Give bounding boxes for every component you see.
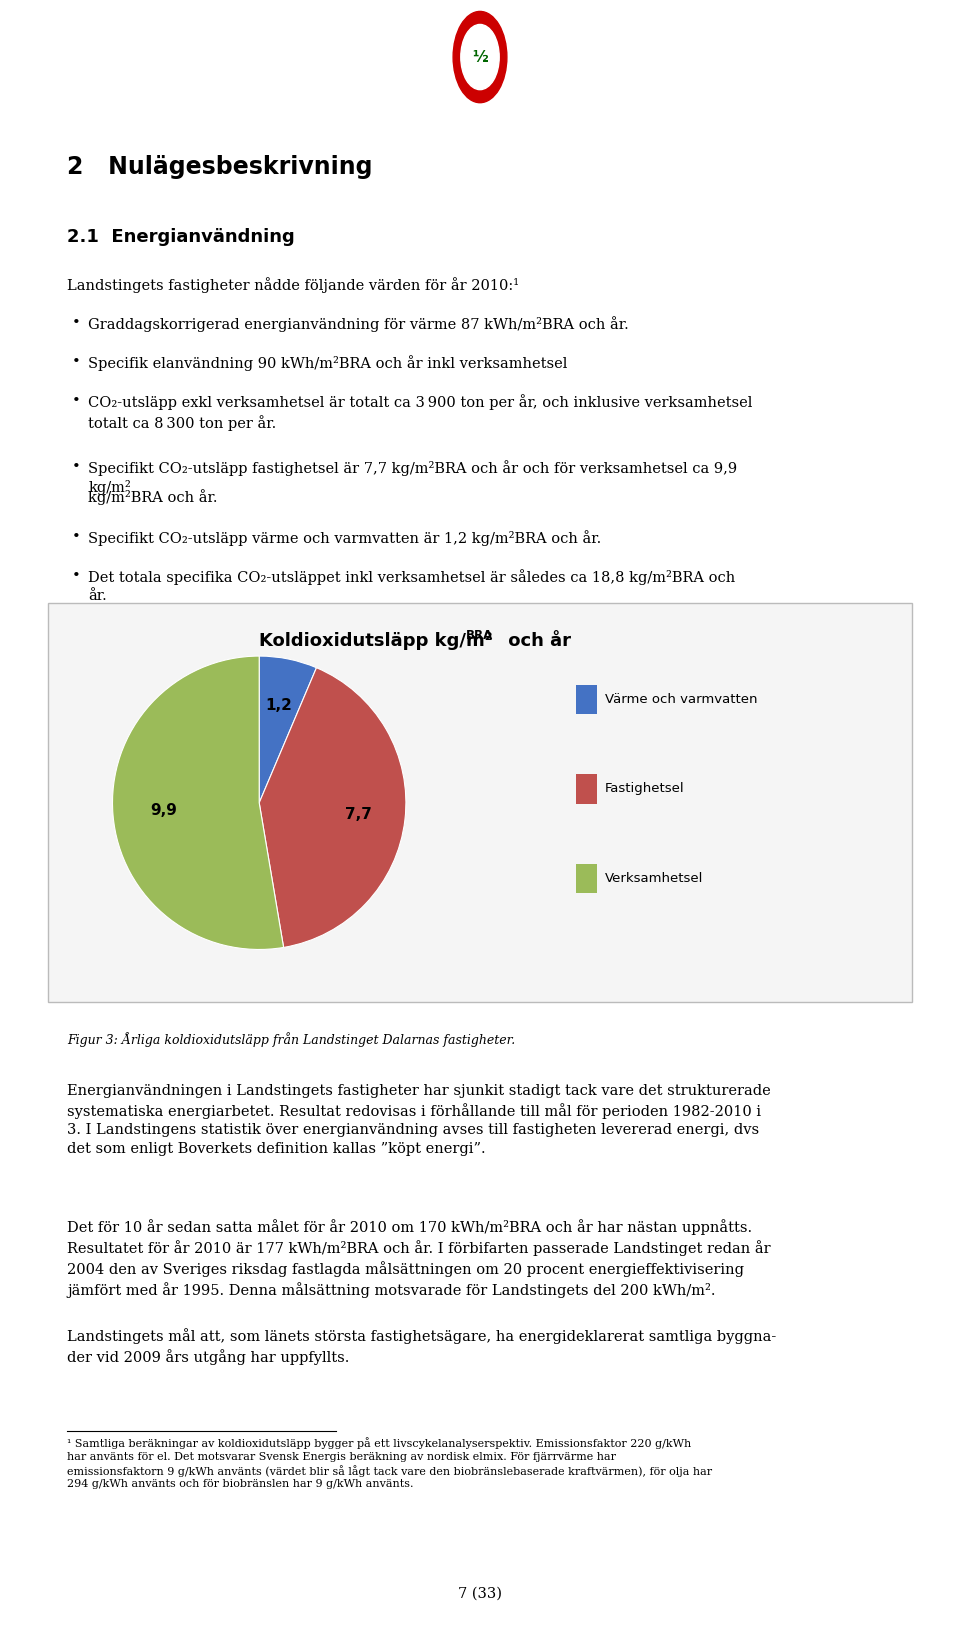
- Wedge shape: [259, 655, 317, 802]
- Wedge shape: [259, 668, 406, 947]
- FancyBboxPatch shape: [576, 685, 597, 714]
- Text: Det för 10 år sedan satta målet för år 2010 om 170 kWh/m²BRA och år har nästan u: Det för 10 år sedan satta målet för år 2…: [67, 1219, 771, 1297]
- Text: ½: ½: [472, 49, 488, 65]
- Text: 9,9: 9,9: [151, 804, 178, 818]
- Text: CO₂-utsläpp exkl verksamhetsel är totalt ca 3 900 ton per år, och inklusive verk: CO₂-utsläpp exkl verksamhetsel är totalt…: [88, 394, 753, 432]
- Text: •: •: [71, 530, 81, 544]
- Text: och år: och år: [502, 632, 571, 650]
- Text: •: •: [71, 569, 81, 584]
- Text: Värme och varmvatten: Värme och varmvatten: [605, 693, 757, 706]
- Text: Det totala specifika CO₂-utsläppet inkl verksamhetsel är således ca 18,8 kg/m²BR: Det totala specifika CO₂-utsläppet inkl …: [88, 569, 735, 603]
- Text: Energianvändningen i Landstingets fastigheter har sjunkit stadigt tack vare det : Energianvändningen i Landstingets fastig…: [67, 1084, 771, 1156]
- FancyBboxPatch shape: [576, 774, 597, 804]
- Text: Graddagskorrigerad energianvändning för värme 87 kWh/m²BRA och år.: Graddagskorrigerad energianvändning för …: [88, 316, 629, 333]
- Text: Specifik elanvändning 90 kWh/m²BRA och år inkl verksamhetsel: Specifik elanvändning 90 kWh/m²BRA och å…: [88, 355, 567, 372]
- Text: Specifikt CO₂-utsläpp fastighetsel är 7,7 kg/m²BRA och år och för verksamhetsel : Specifikt CO₂-utsläpp fastighetsel är 7,…: [88, 460, 737, 496]
- FancyBboxPatch shape: [48, 603, 912, 1002]
- Text: 2   Nulägesbeskrivning: 2 Nulägesbeskrivning: [67, 155, 372, 179]
- Text: BRA: BRA: [466, 629, 492, 642]
- Text: •: •: [71, 355, 81, 370]
- Text: •: •: [71, 460, 81, 474]
- Circle shape: [461, 24, 499, 90]
- Circle shape: [453, 11, 507, 103]
- Text: •: •: [71, 316, 81, 331]
- FancyBboxPatch shape: [576, 864, 597, 893]
- Text: 1,2: 1,2: [266, 698, 293, 712]
- Text: Koldioxidutsläpp kg/m²: Koldioxidutsläpp kg/m²: [259, 632, 492, 650]
- Text: Landstingets fastigheter nådde följande värden för år 2010:¹: Landstingets fastigheter nådde följande …: [67, 277, 519, 293]
- Text: Fastighetsel: Fastighetsel: [605, 782, 684, 795]
- Text: Specifikt CO₂-utsläpp värme och varmvatten är 1,2 kg/m²BRA och år.: Specifikt CO₂-utsläpp värme och varmvatt…: [88, 530, 602, 546]
- Text: Figur 3: Årliga koldioxidutsläpp från Landstinget Dalarnas fastigheter.: Figur 3: Årliga koldioxidutsläpp från La…: [67, 1032, 516, 1046]
- Text: 7 (33): 7 (33): [458, 1588, 502, 1601]
- Text: Verksamhetsel: Verksamhetsel: [605, 872, 703, 885]
- Text: ¹ Samtliga beräkningar av koldioxidutsläpp bygger på ett livscykelanalyserspekti: ¹ Samtliga beräkningar av koldioxidutslä…: [67, 1438, 712, 1490]
- Text: •: •: [71, 394, 81, 409]
- Text: Landstingets mål att, som länets största fastighetsägare, ha energideklarerat sa: Landstingets mål att, som länets största…: [67, 1328, 777, 1366]
- Text: 2.1  Energianvändning: 2.1 Energianvändning: [67, 228, 295, 246]
- Text: kg/m²BRA och år.: kg/m²BRA och år.: [88, 489, 218, 505]
- Text: 7,7: 7,7: [345, 807, 372, 822]
- Wedge shape: [112, 655, 283, 949]
